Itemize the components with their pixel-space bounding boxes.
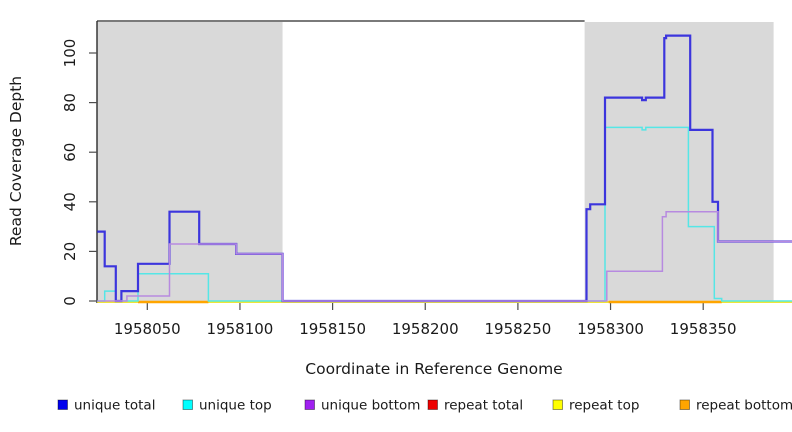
legend-swatch-unique-top bbox=[182, 399, 193, 410]
x-tick-label: 1958150 bbox=[299, 320, 366, 338]
coverage-series-lines bbox=[97, 34, 792, 304]
y-tick-label: 100 bbox=[61, 39, 79, 68]
legend-swatch-unique-total bbox=[57, 399, 68, 410]
shaded-region-1 bbox=[584, 22, 774, 302]
y-tick-label: 40 bbox=[61, 192, 79, 211]
legend: unique total unique top unique bottom repea… bbox=[57, 398, 792, 414]
legend-item-repeat-top: repeat top bbox=[552, 398, 639, 414]
legend-item-repeat-total: repeat total bbox=[427, 398, 523, 414]
y-tick-label: 0 bbox=[61, 296, 79, 306]
legend-label: unique bottom bbox=[321, 398, 420, 414]
x-tick-label: 1958100 bbox=[207, 320, 274, 338]
legend-label: unique total bbox=[74, 398, 155, 414]
legend-swatch-repeat-top bbox=[552, 399, 563, 410]
legend-swatch-unique-bottom bbox=[304, 399, 315, 410]
axis-ticks: 1958050 1958100 1958150 1958200 1958250 19583… bbox=[61, 39, 737, 338]
x-tick-label: 1958350 bbox=[670, 320, 737, 338]
x-tick-label: 1958250 bbox=[484, 320, 551, 338]
y-tick-label: 20 bbox=[61, 242, 79, 261]
x-axis-title: Coordinate in Reference Genome bbox=[305, 360, 562, 378]
shaded-repeat-regions bbox=[97, 22, 774, 302]
series-unique-bottom bbox=[97, 210, 792, 302]
x-tick-label: 1958300 bbox=[577, 320, 644, 338]
y-tick-label: 60 bbox=[61, 143, 79, 162]
legend-swatch-repeat-total bbox=[427, 399, 438, 410]
y-tick-label: 80 bbox=[61, 93, 79, 112]
legend-label: repeat bottom bbox=[696, 398, 792, 414]
legend-item-unique-bottom: unique bottom bbox=[304, 398, 420, 414]
shaded-region-0 bbox=[97, 22, 283, 302]
legend-label: repeat total bbox=[444, 398, 523, 414]
plot-frame bbox=[96, 20, 585, 303]
legend-item-repeat-bottom: repeat bottom bbox=[679, 398, 792, 414]
legend-item-unique-top: unique top bbox=[182, 398, 272, 414]
legend-swatch-repeat-bottom bbox=[679, 399, 690, 410]
legend-item-unique-total: unique total bbox=[57, 398, 155, 414]
y-axis-title: Read Coverage Depth bbox=[7, 76, 25, 246]
legend-label: unique top bbox=[199, 398, 272, 414]
x-tick-label: 1958050 bbox=[114, 320, 181, 338]
series-unique-total bbox=[97, 34, 792, 303]
x-tick-label: 1958200 bbox=[392, 320, 459, 338]
legend-label: repeat top bbox=[569, 398, 639, 414]
